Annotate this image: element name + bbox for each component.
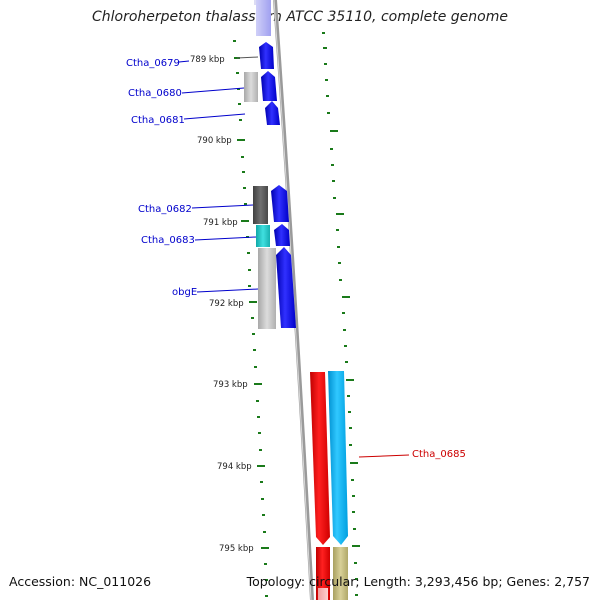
genome-backbone <box>273 0 314 600</box>
tick-label-792: 792 kbp <box>209 299 244 309</box>
tick-label-794: 794 kbp <box>217 462 252 472</box>
label-ctha-0680[interactable]: Ctha_0680 <box>128 88 182 99</box>
gene-obge[interactable] <box>276 247 296 328</box>
label-leaders <box>178 56 410 458</box>
genome-summary-text: Topology: circular; Length: 3,293,456 bp… <box>246 574 590 589</box>
tick-label-795: 795 kbp <box>219 544 254 554</box>
cog-box-ctha-0682 <box>253 186 268 224</box>
label-ctha-0683[interactable]: Ctha_0683 <box>141 235 195 246</box>
gene-top-fragment <box>256 0 271 36</box>
label-ctha-0679[interactable]: Ctha_0679 <box>126 58 180 69</box>
tick-label-790: 790 kbp <box>197 136 232 146</box>
gene-ctha-0682[interactable] <box>271 185 289 222</box>
label-obge[interactable]: obgE <box>172 287 197 298</box>
gene-ctha-0679[interactable] <box>259 42 274 69</box>
cog-box-ctha-0680 <box>244 72 258 102</box>
cog-box-bottom-khaki <box>333 547 348 600</box>
gene-ctha-0685[interactable] <box>328 371 348 545</box>
gene-ctha-0680[interactable] <box>261 71 277 101</box>
label-ctha-0681[interactable]: Ctha_0681 <box>131 115 185 126</box>
left-tick-marks <box>233 40 269 597</box>
forward-strand-genes <box>256 0 296 328</box>
label-ctha-0685[interactable]: Ctha_0685 <box>412 449 466 460</box>
cog-box-ctha-0683 <box>256 225 270 247</box>
genome-title: Chloroherpeton thalassium ATCC 35110, co… <box>92 9 508 25</box>
right-tick-marks <box>322 32 360 596</box>
gene-ctha-0683[interactable] <box>274 224 290 246</box>
cog-box-obge <box>258 248 276 329</box>
accession-text: Accession: NC_011026 <box>9 574 152 589</box>
cog-boxes <box>244 0 276 329</box>
gene-rna[interactable] <box>310 372 330 545</box>
gene-ctha-0681[interactable] <box>265 101 280 125</box>
kbp-labels: 789 kbp 790 kbp 791 kbp 792 kbp 793 kbp … <box>190 55 254 554</box>
tick-label-793: 793 kbp <box>213 380 248 390</box>
gene-bottom-red <box>316 547 330 600</box>
reverse-strand-genes <box>310 371 348 600</box>
gene-labels: Ctha_0679 Ctha_0680 Ctha_0681 Ctha_0682 … <box>126 58 466 460</box>
tick-label-791: 791 kbp <box>203 218 238 228</box>
label-ctha-0682[interactable]: Ctha_0682 <box>138 204 192 215</box>
tick-label-789: 789 kbp <box>190 55 225 65</box>
